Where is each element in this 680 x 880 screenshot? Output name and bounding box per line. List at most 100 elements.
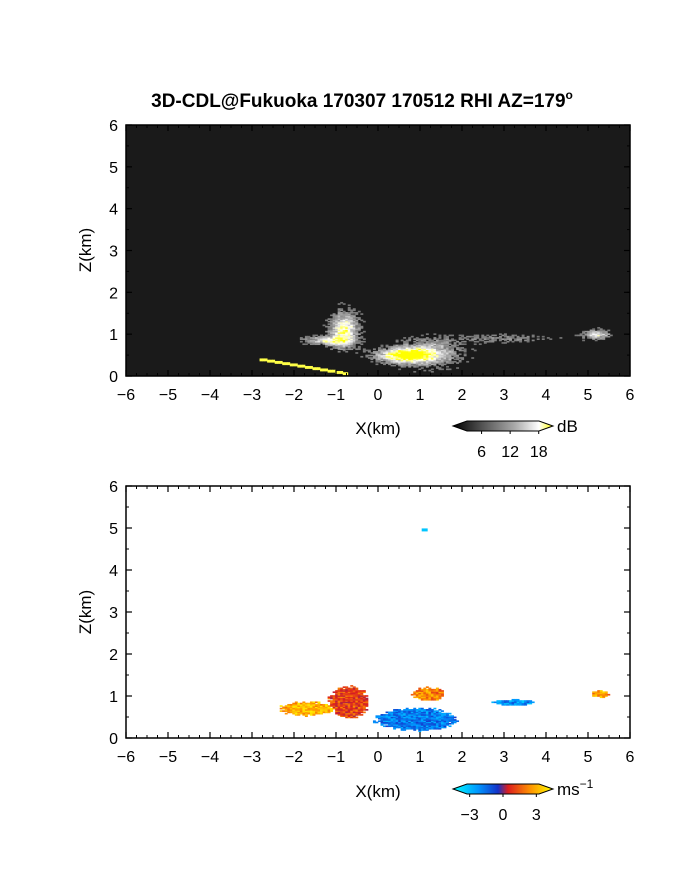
top-heatmap-cell: [451, 357, 454, 359]
top-heatmap-cell: [342, 347, 346, 349]
bottom-heatmap-cell: [309, 714, 313, 716]
top-heatmap-cell: [347, 338, 351, 341]
bottom-heatmap-cell: [309, 707, 313, 710]
top-heatmap-cell: [463, 337, 467, 339]
bottom-heatmap-cell: [451, 717, 454, 720]
bottom-heatmap-cell: [415, 710, 419, 712]
top-heatmap-cell: [342, 329, 346, 332]
top-heatmap-cell: [420, 338, 424, 341]
bottom-heatmap-cell: [420, 729, 424, 731]
bottom-heatmap-cell: [425, 709, 429, 711]
bottom-heatmap-cell: [433, 696, 437, 699]
top-heatmap-cell: [599, 330, 603, 333]
bottom-heatmap-cell: [347, 688, 351, 691]
bottom-heatmap-cell: [345, 697, 349, 700]
top-heatmap-cell: [413, 360, 417, 363]
bottom-heatmap-cell: [350, 707, 354, 710]
bottom-heatmap-cell: [284, 709, 288, 711]
bottom-heatmap-cell: [282, 707, 286, 710]
bottom-heatmap-cell: [302, 706, 306, 709]
top-heatmap-cell: [315, 368, 318, 371]
top-heatmap-cell: [433, 349, 437, 352]
top-heatmap-cell: [330, 327, 334, 329]
bottom-heatmap-cell: [415, 691, 419, 694]
top-heatmap-cell: [463, 354, 467, 357]
top-heatmap-cell: [362, 350, 366, 353]
top-heatmap-cell: [345, 313, 349, 315]
bottom-heatmap-cell: [297, 714, 301, 716]
top-heatmap-cell: [486, 340, 490, 343]
top-heatmap-cell: [390, 353, 394, 356]
top-heatmap-cell: [357, 339, 361, 342]
bottom-heatmap-cell: [435, 688, 439, 691]
bottom-heatmap-cell: [332, 701, 336, 704]
top-heatmap-cell: [340, 339, 344, 342]
top-heatmap-cell: [418, 347, 422, 349]
bottom-heatmap-cell: [304, 711, 308, 714]
bottom-heatmap-cell: [342, 705, 346, 707]
top-heatmap-cell: [410, 358, 414, 361]
top-heatmap-cell: [345, 340, 349, 343]
top-heatmap-cell: [357, 328, 361, 330]
top-heatmap-cell: [400, 360, 404, 363]
bottom-heatmap-cell: [420, 688, 424, 691]
bottom-heatmap-cell: [446, 717, 449, 720]
bottom-heatmap-cell: [360, 697, 364, 700]
top-heatmap-cell: [473, 338, 477, 341]
top-heatmap-cell: [375, 363, 379, 366]
top-heatmap-cell: [433, 357, 437, 359]
bottom-heatmap-cell: [345, 707, 349, 710]
top-heatmap-cell: [325, 337, 328, 339]
top-heatmap-cell: [415, 364, 419, 367]
top-heatmap-cell: [428, 369, 432, 372]
top-heatmap-cell: [408, 347, 412, 349]
bottom-heatmap-cell: [415, 715, 419, 717]
top-heatmap-cell: [357, 318, 361, 320]
bottom-heatmap-cell: [375, 715, 379, 717]
bottom-heatmap-cell: [355, 692, 359, 695]
top-heatmap-cell: [357, 329, 361, 332]
top-heatmap-cell: [372, 357, 376, 359]
top-heatmap-cell: [413, 348, 417, 351]
bottom-heatmap-cell: [398, 716, 402, 719]
bottom-heatmap-cell: [335, 691, 339, 694]
top-heatmap-cell: [408, 358, 412, 361]
top-heatmap-cell: [350, 310, 354, 313]
bottom-x-tick-label: −4: [201, 749, 219, 766]
top-heatmap-cell: [398, 344, 402, 347]
bottom-heatmap-cell: [599, 695, 603, 697]
bottom-heatmap-cell: [337, 701, 341, 704]
top-heatmap-cell: [335, 328, 339, 330]
top-heatmap-cell: [370, 352, 374, 354]
bottom-heatmap-cell: [355, 700, 359, 702]
top-heatmap-cell: [428, 342, 432, 344]
top-heatmap-cell: [423, 369, 427, 372]
bottom-heatmap-cell: [398, 711, 402, 714]
bottom-heatmap-cell: [521, 700, 525, 702]
bottom-heatmap-cell: [294, 712, 298, 715]
bottom-heatmap-cell: [357, 700, 361, 702]
bottom-heatmap-cell: [433, 717, 437, 720]
bottom-heatmap-cell: [423, 698, 427, 701]
bottom-heatmap-cell: [347, 695, 351, 697]
top-heatmap-cell: [493, 337, 497, 339]
bottom-heatmap-cell: [433, 691, 437, 694]
bottom-heatmap-cell: [322, 709, 326, 711]
bottom-heatmap-cell: [325, 711, 328, 714]
top-heatmap-cell: [478, 339, 482, 342]
top-heatmap-cell: [451, 338, 454, 341]
bottom-heatmap-cell: [337, 688, 341, 691]
bottom-heatmap-cell: [284, 710, 288, 712]
top-heatmap-cell: [448, 357, 452, 359]
bottom-heatmap-cell: [516, 703, 520, 706]
top-heatmap-cell: [430, 343, 434, 346]
top-heatmap-cell: [388, 362, 391, 364]
top-heatmap-cell: [420, 363, 424, 366]
bottom-heatmap-cell: [420, 716, 424, 719]
top-heatmap-cell: [350, 330, 354, 333]
bottom-heatmap-cell: [395, 725, 399, 728]
top-heatmap-cell: [438, 344, 442, 347]
top-heatmap-cell: [420, 353, 424, 356]
bottom-heatmap-cell: [448, 722, 452, 725]
bottom-heatmap-cell: [299, 711, 303, 714]
